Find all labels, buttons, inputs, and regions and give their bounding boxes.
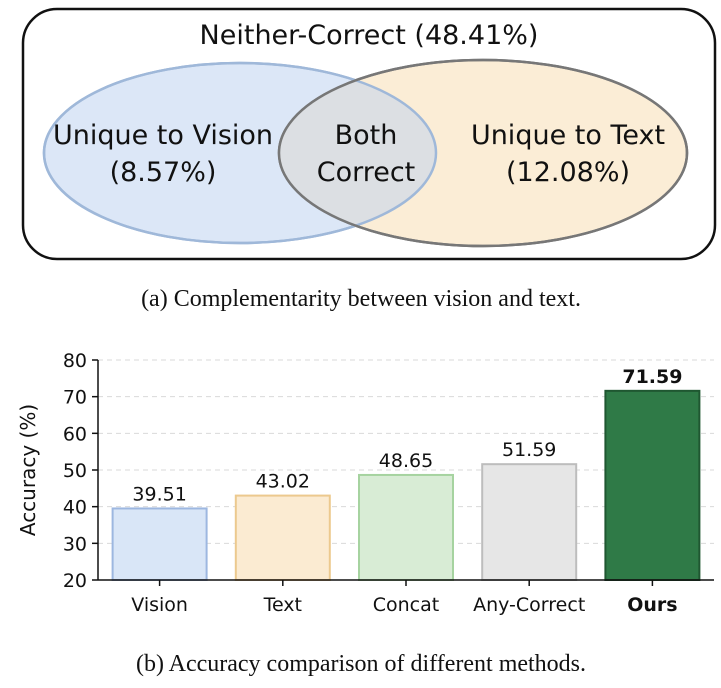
bar-value-label: 43.02 [256,471,310,493]
bar-text [234,494,331,581]
y-tick-label: 40 [63,497,87,519]
bar-value-label: 51.59 [502,439,556,461]
bar-value-label: 39.51 [132,483,186,505]
venn-intersection [279,63,436,243]
venn-text-outline [277,58,689,248]
bars [111,389,701,582]
x-axis-ticks: Vision Text Concat Any-Correct Ours [131,580,678,616]
x-tick-label: Concat [373,594,439,616]
venn-vision-percent: (8.57%) [110,157,217,188]
x-tick-label: Text [263,594,302,616]
bar-vision [111,507,208,582]
y-tick-label: 60 [63,423,87,445]
y-axis-ticks: 20 30 40 50 60 70 80 [63,350,98,592]
x-tick-label: Any-Correct [473,594,585,616]
caption-a: (a) Complementarity between vision and t… [141,286,581,312]
y-tick-label: 80 [63,350,87,372]
x-tick-label: Vision [131,594,188,616]
x-tick-label: Ours [627,594,677,616]
venn-text-label: Unique to Text [471,120,665,151]
bar-value-label: 48.65 [379,450,433,472]
y-axis-label: Accuracy (%) [16,404,40,536]
bar-any-correct [481,463,578,582]
venn-diagram: Neither-Correct (48.41%) Unique to Visio… [21,7,717,261]
venn-both-label-1: Both [335,120,398,151]
venn-vision-outline [42,61,438,245]
y-tick-label: 70 [63,387,87,409]
bar-concat [358,473,454,582]
bar-value-label: 71.59 [622,366,682,388]
y-tick-label: 30 [63,533,87,555]
venn-both-label-2: Correct [317,157,416,188]
venn-text-percent: (12.08%) [506,157,630,188]
y-tick-label: 20 [63,570,87,592]
venn-outer-label: Neither-Correct (48.41%) [200,20,539,51]
y-tick-label: 50 [63,460,87,482]
bar-value-labels: 39.51 43.02 48.65 51.59 71.59 [132,366,682,506]
bar-ours [604,389,701,581]
caption-b: (b) Accuracy comparison of different met… [136,651,586,677]
bar-chart: 20 30 40 50 60 70 80 39.51 43.02 48.65 51.59 71.59… [16,350,714,616]
venn-vision-label: Unique to Vision [53,120,273,151]
